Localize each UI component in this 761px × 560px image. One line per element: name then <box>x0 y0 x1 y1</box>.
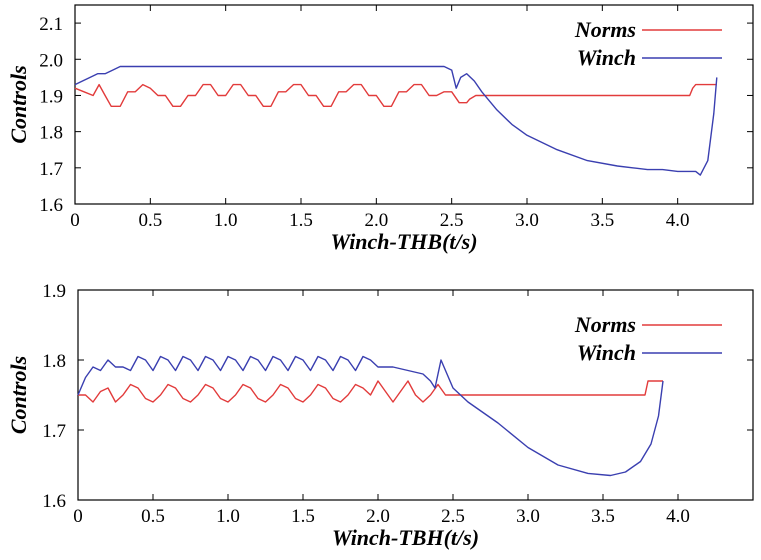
legend-label-winch: Winch <box>577 340 636 365</box>
y-tick-label: 1.7 <box>39 159 63 180</box>
x-tick-label: 2.5 <box>441 506 465 527</box>
y-tick-label: 1.9 <box>39 86 63 107</box>
x-tick-label: 3.5 <box>590 210 614 231</box>
y-tick-label: 1.6 <box>39 195 63 216</box>
x-tick-label: 1.5 <box>291 506 315 527</box>
series-line-norms <box>78 380 663 403</box>
x-tick-label: 1.0 <box>214 210 238 231</box>
y-axis-label: Controls <box>6 65 31 143</box>
y-tick-label: 1.7 <box>42 421 66 442</box>
x-tick-label: 0.5 <box>138 210 162 231</box>
y-tick-label: 2.1 <box>39 14 63 35</box>
x-tick-label: 2.0 <box>364 210 388 231</box>
x-tick-label: 2.0 <box>366 506 390 527</box>
x-tick-label: 3.0 <box>516 506 540 527</box>
chart-panel-bottom: 0 0.5 1.0 1.5 2.0 2.5 3.0 3.5 4.0 1.6 1.7 1.8 1.9 Win… <box>6 281 754 550</box>
legend-label-winch: Winch <box>577 45 636 70</box>
series-line-winch <box>74 65 718 176</box>
x-tick-label: 1.0 <box>216 506 240 527</box>
x-tick-label: 0 <box>70 210 80 231</box>
x-tick-label: 1.5 <box>289 210 313 231</box>
x-tick-label: 4.0 <box>666 210 690 231</box>
x-axis-label: Winch-TBH(t/s) <box>332 525 479 550</box>
series-line-norms <box>74 83 717 108</box>
chart-panel-top: 0 0.5 1.0 1.5 2.0 2.5 3.0 3.5 4.0 1.6 1.7 1.8 1.9 2.0… <box>6 4 754 254</box>
legend-label-norms: Norms <box>574 17 636 42</box>
series-line-winch <box>77 355 664 477</box>
x-tick-label: 0.5 <box>141 506 165 527</box>
legend-label-norms: Norms <box>574 312 636 337</box>
y-tick-label: 1.9 <box>42 281 66 302</box>
y-axis-label: Controls <box>6 356 31 434</box>
x-tick-label: 4.0 <box>666 506 690 527</box>
plot-frame <box>74 4 754 205</box>
y-tick-label: 1.6 <box>42 491 66 512</box>
x-tick-label: 3.5 <box>591 506 615 527</box>
x-tick-label: 2.5 <box>440 210 464 231</box>
x-tick-label: 3.0 <box>515 210 539 231</box>
y-tick-label: 2.0 <box>39 50 63 71</box>
y-tick-label: 1.8 <box>42 351 66 372</box>
x-axis-label: Winch-THB(t/s) <box>330 229 477 254</box>
x-tick-label: 0 <box>73 506 83 527</box>
y-tick-label: 1.8 <box>39 123 63 144</box>
